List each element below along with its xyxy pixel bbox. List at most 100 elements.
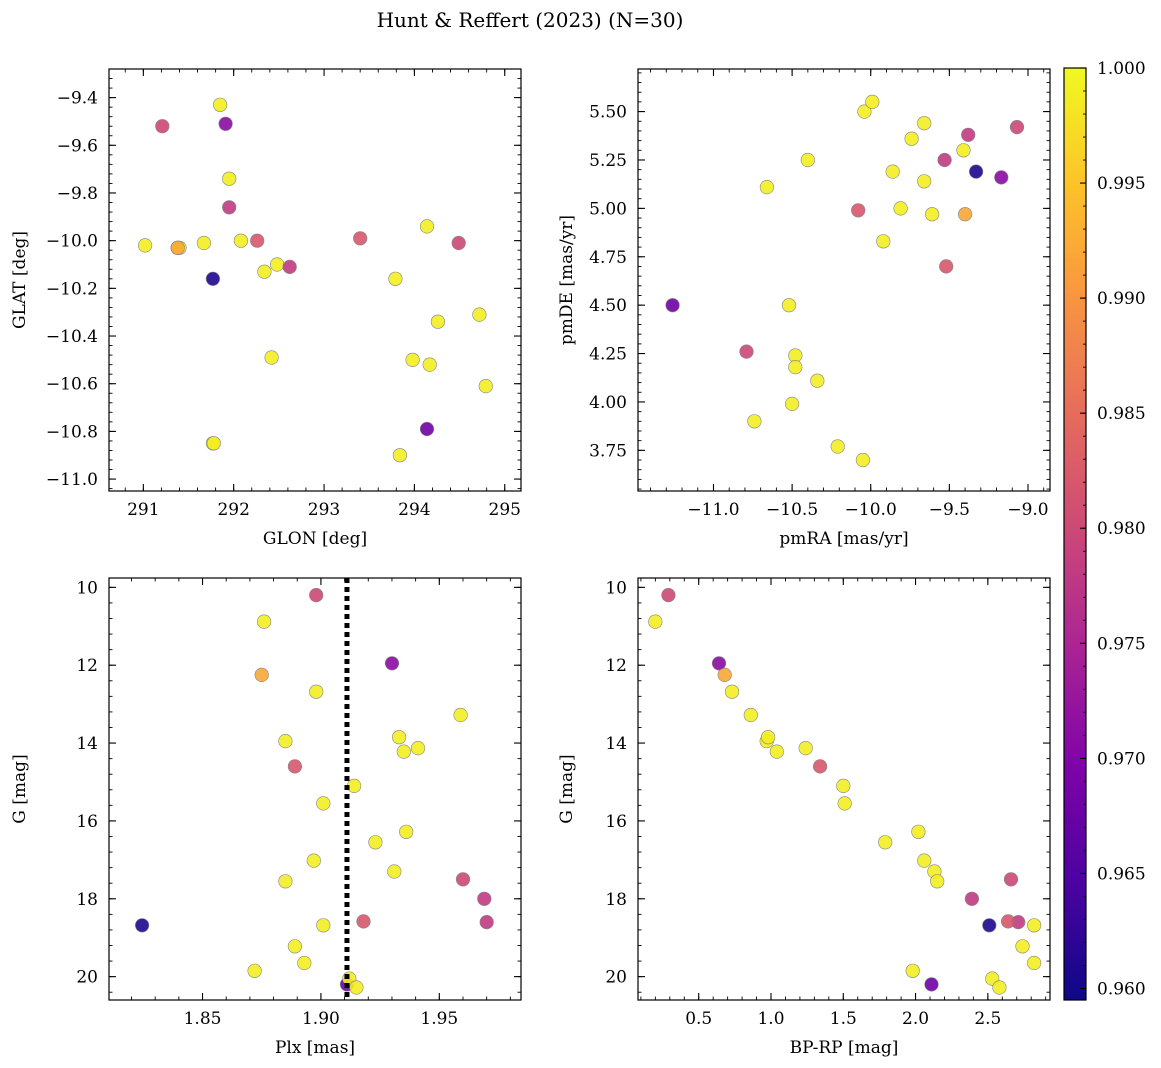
panel-position: 291 292 293 294 295 −11.0 −10.8 −10.6 −10.4 −10.2… (10, 68, 522, 549)
y-tick-label: 16 (76, 812, 98, 832)
y-tick-label: 4.50 (589, 296, 627, 316)
y-tick-label: 5.50 (589, 103, 627, 123)
star-point-18 (939, 259, 954, 274)
star-point-29 (957, 207, 973, 222)
star-point-20 (1026, 955, 1042, 971)
y-tick-label: −10.8 (46, 422, 98, 442)
x-axis-label: BP-RP [mag] (790, 1038, 899, 1058)
star-point-21 (798, 740, 813, 756)
star-point-17 (282, 259, 297, 275)
x-tick-label: −9.5 (929, 500, 970, 520)
x-tick-label: −10.5 (766, 500, 818, 520)
star-point-10 (865, 94, 880, 109)
star-point-21 (405, 352, 420, 368)
star-point-15 (278, 874, 293, 889)
star-point-3 (837, 796, 852, 811)
colorbar-tick-label: 0.960 (1097, 979, 1146, 999)
points (135, 587, 494, 995)
star-point-22 (956, 143, 971, 158)
x-tick-label: 2.5 (974, 1009, 1001, 1029)
y-tick-label: 16 (605, 812, 627, 832)
y-tick-label: −10.4 (46, 327, 98, 347)
star-point-27 (472, 307, 487, 322)
star-point-3 (316, 796, 331, 811)
star-point-25 (911, 824, 926, 839)
colorbar-tick-label: 0.990 (1097, 289, 1146, 309)
star-point-2 (800, 152, 815, 168)
colorbar-tick-label: 0.980 (1097, 519, 1146, 539)
star-point-16 (760, 730, 776, 745)
star-point-5 (968, 164, 984, 179)
star-point-4 (885, 164, 900, 179)
star-point-19 (769, 744, 784, 759)
star-point-20 (297, 955, 312, 971)
points (665, 94, 1025, 468)
x-axis-label: GLON [deg] (263, 529, 367, 549)
star-point-9 (218, 116, 233, 131)
star-point-26 (1009, 119, 1025, 135)
star-point-9 (384, 656, 400, 671)
points (648, 587, 1042, 995)
star-point-5 (135, 918, 150, 933)
star-point-22 (419, 219, 435, 234)
star-point-1 (739, 344, 754, 359)
star-point-8 (857, 104, 872, 119)
star-point-8 (257, 614, 272, 629)
x-tick-label: 1.5 (830, 1009, 857, 1029)
y-tick-label: 4.25 (589, 345, 627, 365)
star-point-0 (759, 180, 775, 195)
star-point-17 (961, 127, 976, 142)
y-tick-label: 4.75 (589, 248, 627, 268)
star-point-15 (264, 350, 279, 365)
star-point-29 (254, 667, 269, 683)
x-tick-label: 1.90 (302, 1009, 340, 1029)
star-point-10 (222, 171, 237, 186)
star-point-28 (917, 174, 932, 189)
chart-title: Hunt & Reffert (2023) (N=30) (377, 8, 684, 32)
star-point-1 (309, 587, 324, 603)
x-tick-label: 2.0 (902, 1009, 929, 1029)
star-point-23 (419, 421, 435, 437)
x-axis-label: pmRA [mas/yr] (779, 529, 908, 549)
star-point-11 (964, 891, 980, 906)
colorbar-gradient (1064, 68, 1086, 1000)
star-point-0 (247, 963, 262, 978)
axes-frame (637, 577, 1051, 1001)
star-point-18 (1000, 914, 1016, 929)
panel-parallax-mag: 1.85 1.90 1.95 10 12 14 16 18 20 Plx [mas] G [mag] (10, 577, 522, 1058)
star-point-15 (747, 414, 762, 429)
star-point-22 (453, 707, 468, 723)
star-point-4 (917, 853, 932, 868)
y-axis-label: GLAT [deg] (10, 231, 30, 329)
star-point-15 (930, 874, 945, 889)
star-point-3 (810, 373, 825, 388)
star-point-23 (924, 977, 939, 992)
star-point-28 (349, 980, 364, 995)
star-point-1 (155, 119, 170, 134)
star-point-21 (410, 740, 426, 756)
y-tick-label: 10 (605, 578, 627, 598)
y-tick-label: −9.8 (57, 184, 98, 204)
y-tick-label: 14 (605, 734, 627, 754)
y-tick-label: 4.00 (589, 393, 627, 413)
star-point-27 (893, 201, 908, 216)
x-tick-label: 0.5 (685, 1009, 712, 1029)
y-tick-label: −11.0 (46, 470, 98, 490)
star-point-21 (781, 298, 797, 313)
star-point-14 (924, 207, 940, 222)
star-point-24 (287, 939, 303, 954)
y-axis-label: pmDE [mas/yr] (557, 215, 577, 345)
star-point-7 (1026, 918, 1042, 933)
star-point-9 (711, 656, 727, 671)
star-point-25 (788, 360, 803, 375)
star-point-24 (1015, 939, 1030, 954)
y-tick-label: 5.00 (589, 199, 627, 219)
star-point-19 (396, 744, 411, 759)
star-point-0 (138, 238, 153, 253)
star-point-22 (743, 707, 758, 723)
x-tick-label: 1.85 (184, 1009, 222, 1029)
star-point-26 (1003, 872, 1019, 887)
x-tick-label: 292 (217, 500, 249, 520)
star-point-23 (665, 298, 680, 313)
